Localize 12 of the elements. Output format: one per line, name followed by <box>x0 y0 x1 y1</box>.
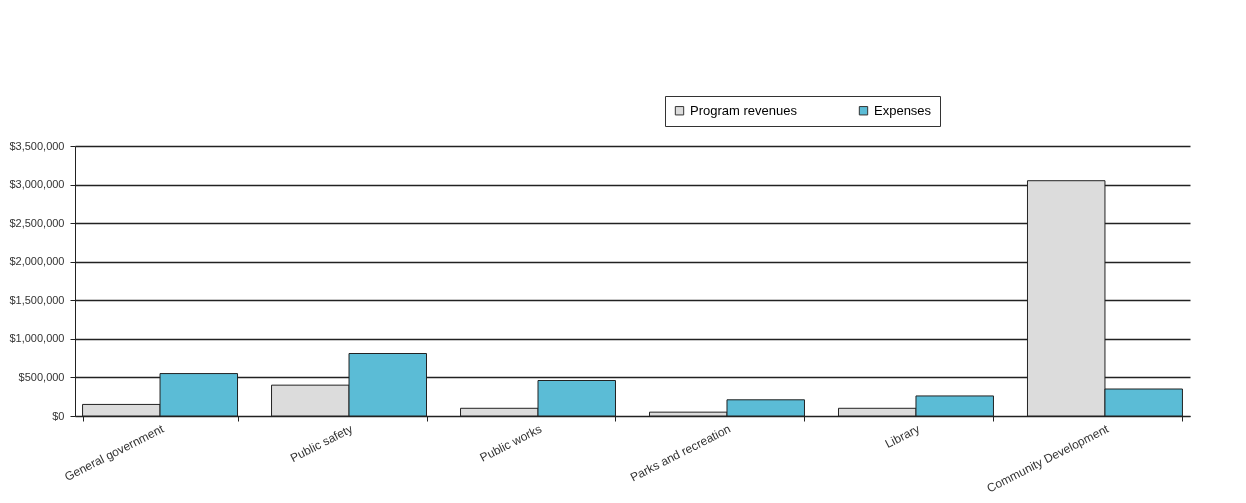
y-tick-label: $3,500,000 <box>9 139 65 152</box>
x-tick-label: Public works <box>477 421 544 465</box>
legend-label: Expenses <box>874 102 932 118</box>
y-tick-label: $0 <box>52 409 65 422</box>
y-tick-label: $1,000,000 <box>9 332 65 345</box>
y-tick-label: $500,000 <box>18 370 65 383</box>
y-tick-label: $2,500,000 <box>9 216 65 229</box>
x-tick-label: Public safety <box>287 421 355 466</box>
legend-label: Program revenues <box>690 102 798 118</box>
y-tick-label: $1,500,000 <box>9 293 65 306</box>
y-tick-label: $2,000,000 <box>9 255 65 268</box>
y-tick-label: $3,000,000 <box>9 178 65 191</box>
